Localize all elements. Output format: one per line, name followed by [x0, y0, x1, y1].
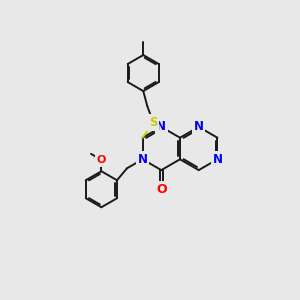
Text: N: N [138, 153, 148, 166]
Text: O: O [156, 183, 166, 196]
Text: S: S [149, 116, 158, 129]
Text: N: N [194, 120, 204, 134]
Text: N: N [156, 120, 166, 134]
Text: O: O [97, 155, 106, 165]
Text: N: N [212, 153, 222, 166]
